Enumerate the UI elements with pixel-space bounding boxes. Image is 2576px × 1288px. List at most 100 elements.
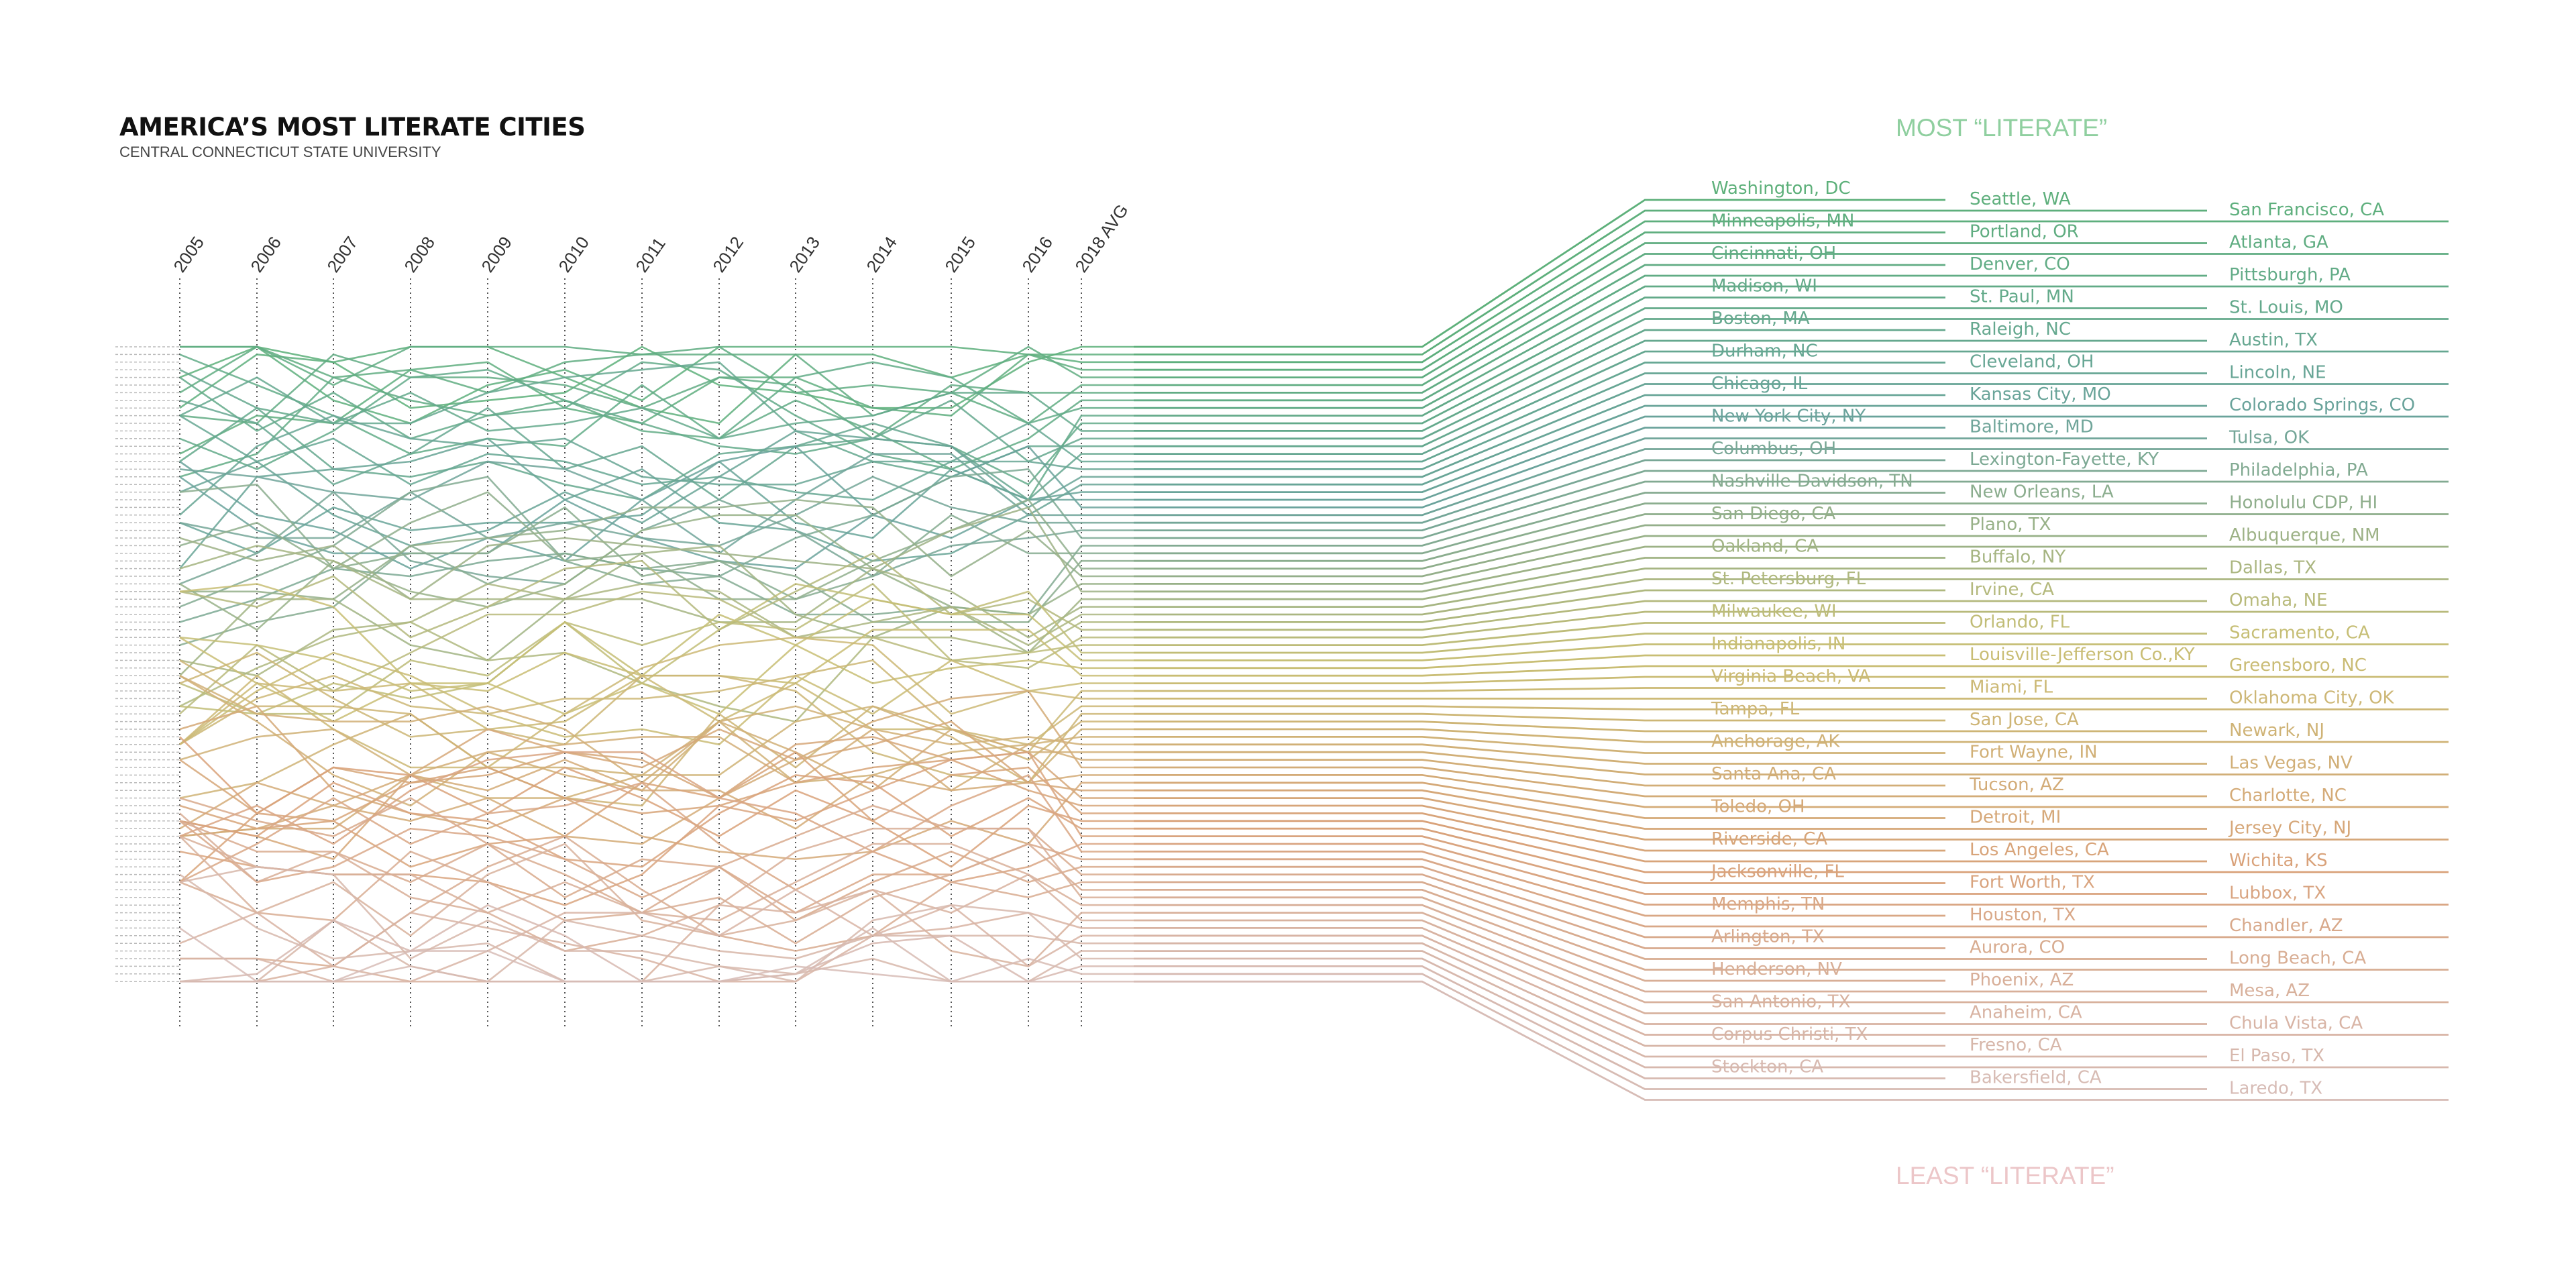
city-label: Wichita, KS	[2229, 851, 2328, 871]
city-connector	[1134, 339, 2207, 447]
city-connector	[1134, 199, 1945, 348]
city-label: Minneapolis, MN	[1711, 211, 1854, 231]
city-connector	[1134, 687, 1945, 692]
city-connector	[1134, 851, 1945, 917]
city-connector	[1134, 307, 2207, 425]
city-connector	[1134, 600, 2207, 631]
city-rank-line	[179, 812, 1134, 952]
city-connector	[1134, 264, 1945, 394]
city-connector	[1134, 835, 2207, 895]
city-connector	[1134, 812, 2207, 863]
city-connector	[1134, 513, 2449, 570]
city-connector	[1134, 383, 2449, 478]
city-label: Albuquerque, NM	[2229, 525, 2380, 545]
city-connector	[1134, 858, 2207, 928]
city-connector	[1134, 470, 2207, 539]
city-label: Greensboro, NC	[2229, 655, 2367, 676]
chart-title: AMERICA’S MOST LITERATE CITIES	[119, 113, 586, 142]
city-rank-line	[179, 751, 1134, 883]
city-rank-line	[179, 736, 1134, 868]
city-connector	[1134, 759, 1945, 787]
city-connector	[1134, 297, 1945, 417]
city-label: Cleveland, OH	[1970, 352, 2094, 372]
city-label: Lubbox, TX	[2229, 883, 2326, 904]
city-connector	[1134, 889, 2449, 971]
city-rank-line	[179, 835, 1134, 922]
city-connector	[1134, 427, 1945, 508]
city-connector	[1134, 919, 1945, 1014]
city-label: New Orleans, LA	[1970, 482, 2114, 502]
city-label: Miami, FL	[1970, 678, 2053, 698]
city-label: Oklahoma City, OK	[2229, 688, 2395, 708]
city-label: New York City, NY	[1711, 407, 1866, 427]
city-label: Chula Vista, CA	[2229, 1014, 2363, 1034]
year-tick-label: 2007	[323, 233, 362, 276]
city-connector	[1134, 220, 2449, 364]
city-connector	[1134, 820, 2449, 873]
city-connector	[1134, 610, 2449, 639]
city-label: Stockton, CA	[1711, 1057, 1823, 1077]
city-rank-line	[179, 514, 1134, 631]
city-label: Los Angeles, CA	[1970, 840, 2109, 860]
city-rank-line	[179, 545, 1134, 639]
city-rank-line	[179, 491, 1134, 600]
city-connector	[1134, 415, 2449, 501]
city-connector	[1134, 751, 2449, 775]
least-literate-label: LEAST “LITERATE”	[1896, 1162, 2114, 1189]
city-connector	[1134, 934, 2449, 1036]
city-connector	[1134, 654, 1945, 669]
city-connector	[1134, 437, 2207, 517]
city-label: Jacksonville, FL	[1710, 862, 1844, 882]
city-label: Corpus Christi, TX	[1711, 1024, 1868, 1044]
city-connector	[1134, 459, 1945, 531]
city-label: Portland, OR	[1970, 222, 2079, 242]
city-connector	[1134, 712, 1945, 722]
city-rank-line	[179, 345, 1134, 425]
city-rank-line	[179, 368, 1134, 486]
city-label: Seattle, WA	[1970, 189, 2071, 209]
city-connector	[1134, 394, 1945, 486]
city-connector	[1134, 350, 2449, 455]
city-connector	[1134, 789, 2207, 830]
city-connector	[1134, 362, 1945, 463]
city-rank-line	[179, 636, 1134, 769]
city-rank-line	[179, 353, 1134, 440]
city-label: Long Beach, CA	[2229, 949, 2366, 969]
city-connector	[1134, 524, 1945, 578]
city-connector	[1134, 448, 2449, 524]
city-connector	[1134, 904, 2207, 993]
city-label: Dallas, TX	[2229, 558, 2316, 578]
year-tick-label: 2018 AVG	[1071, 201, 1132, 276]
city-connector	[1134, 405, 2207, 493]
city-label: Raleigh, NC	[1970, 319, 2071, 339]
city-label: Lexington-Fayette, KY	[1970, 449, 2159, 470]
city-rank-line	[179, 773, 1134, 891]
city-label: Honolulu CDP, HI	[2229, 493, 2377, 513]
city-connector	[1134, 274, 2207, 402]
city-label: Nashville-Davidson, TN	[1711, 472, 1913, 492]
city-connector	[1134, 973, 2207, 1090]
city-rank-line	[179, 552, 1134, 639]
city-label: Omaha, NE	[2229, 590, 2328, 610]
city-rank-line	[179, 835, 1134, 967]
city-labels: Washington, DC Seattle, WA San Francisco, …	[1710, 178, 2415, 1099]
city-label: Bakersfield, CA	[1970, 1068, 2102, 1088]
city-connector	[1134, 676, 2449, 684]
city-connector	[1134, 980, 2449, 1101]
city-label: Santa Ana, CA	[1711, 764, 1836, 784]
city-rank-line	[179, 690, 1134, 845]
city-label: Tampa, FL	[1711, 699, 1800, 719]
city-label: Chandler, AZ	[2229, 916, 2343, 936]
city-label: Madison, WI	[1711, 276, 1817, 297]
city-label: Charlotte, NC	[2229, 786, 2347, 806]
city-connector	[1134, 492, 1945, 555]
city-rank-line	[179, 399, 1134, 501]
city-connector	[1134, 285, 2449, 409]
year-tick-label: 2011	[631, 233, 669, 276]
city-connector	[1134, 480, 2449, 547]
city-rank-line	[179, 437, 1134, 570]
city-connector	[1134, 782, 1945, 819]
city-label: Detroit, MI	[1970, 808, 2061, 828]
city-label: Riverside, CA	[1711, 829, 1827, 849]
city-connector	[1134, 209, 2207, 356]
